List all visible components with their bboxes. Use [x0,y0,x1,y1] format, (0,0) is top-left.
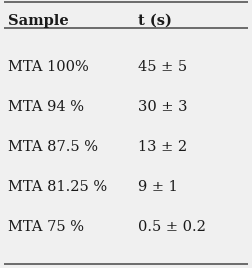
Text: MTA 94 %: MTA 94 % [8,100,84,114]
Text: t (s): t (s) [138,14,172,28]
Text: 45 ± 5: 45 ± 5 [138,60,187,74]
Text: 9 ± 1: 9 ± 1 [138,180,178,194]
Text: MTA 100%: MTA 100% [8,60,89,74]
Text: MTA 75 %: MTA 75 % [8,220,84,234]
Text: MTA 81.25 %: MTA 81.25 % [8,180,107,194]
Text: 30 ± 3: 30 ± 3 [138,100,187,114]
Text: 0.5 ± 0.2: 0.5 ± 0.2 [138,220,206,234]
Text: 13 ± 2: 13 ± 2 [138,140,187,154]
Text: MTA 87.5 %: MTA 87.5 % [8,140,98,154]
Text: Sample: Sample [8,14,69,28]
